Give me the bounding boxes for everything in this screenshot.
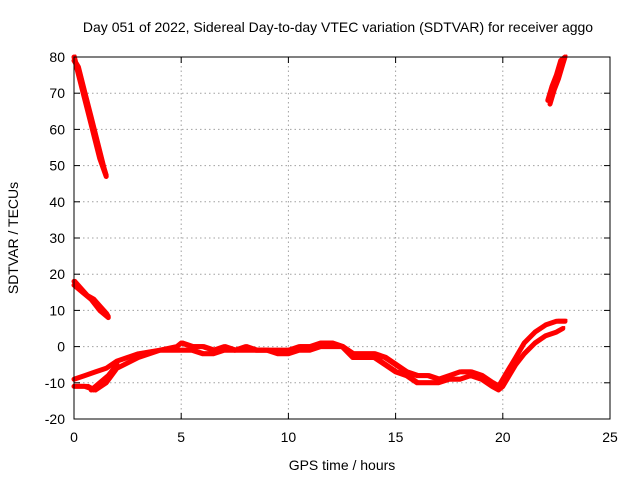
- y-tick-label: -10: [45, 375, 65, 391]
- chart-title: Day 051 of 2022, Sidereal Day-to-day VTE…: [83, 19, 593, 35]
- series-arc-ascending-late-jitter: [548, 54, 568, 104]
- y-tick-label: 20: [49, 266, 65, 282]
- series-arc-descending-mid-jitter: [74, 278, 111, 318]
- y-tick-label: 10: [49, 302, 65, 318]
- x-axis: 0 5 10 15 20 25: [70, 57, 618, 445]
- x-tick-label: 20: [495, 429, 511, 445]
- series-band-lower-jitter: [74, 326, 566, 390]
- y-tick-label: 30: [49, 230, 65, 246]
- y-tick-label: 80: [49, 49, 65, 65]
- x-tick-label: 5: [177, 429, 185, 445]
- x-tick-label: 0: [70, 429, 78, 445]
- y-tick-label: 70: [49, 85, 65, 101]
- y-tick-label: 0: [57, 339, 65, 355]
- x-tick-label: 25: [602, 429, 618, 445]
- y-axis-label: SDTVAR / TECUs: [5, 182, 21, 294]
- series-arc-descending-high-jitter: [74, 54, 109, 176]
- y-tick-label: 40: [49, 194, 65, 210]
- y-tick-label: 60: [49, 121, 65, 137]
- grid: [74, 57, 610, 419]
- y-tick-label: -20: [45, 411, 65, 427]
- x-tick-label: 10: [281, 429, 297, 445]
- y-axis: -20 -10 0 10 20 30 40 50 60 70 80: [45, 49, 610, 427]
- y-tick-label: 50: [49, 158, 65, 174]
- x-axis-label: GPS time / hours: [289, 457, 396, 473]
- series-group: [71, 54, 568, 393]
- series-band-spike-jitter: [87, 362, 120, 390]
- x-tick-label: 15: [388, 429, 404, 445]
